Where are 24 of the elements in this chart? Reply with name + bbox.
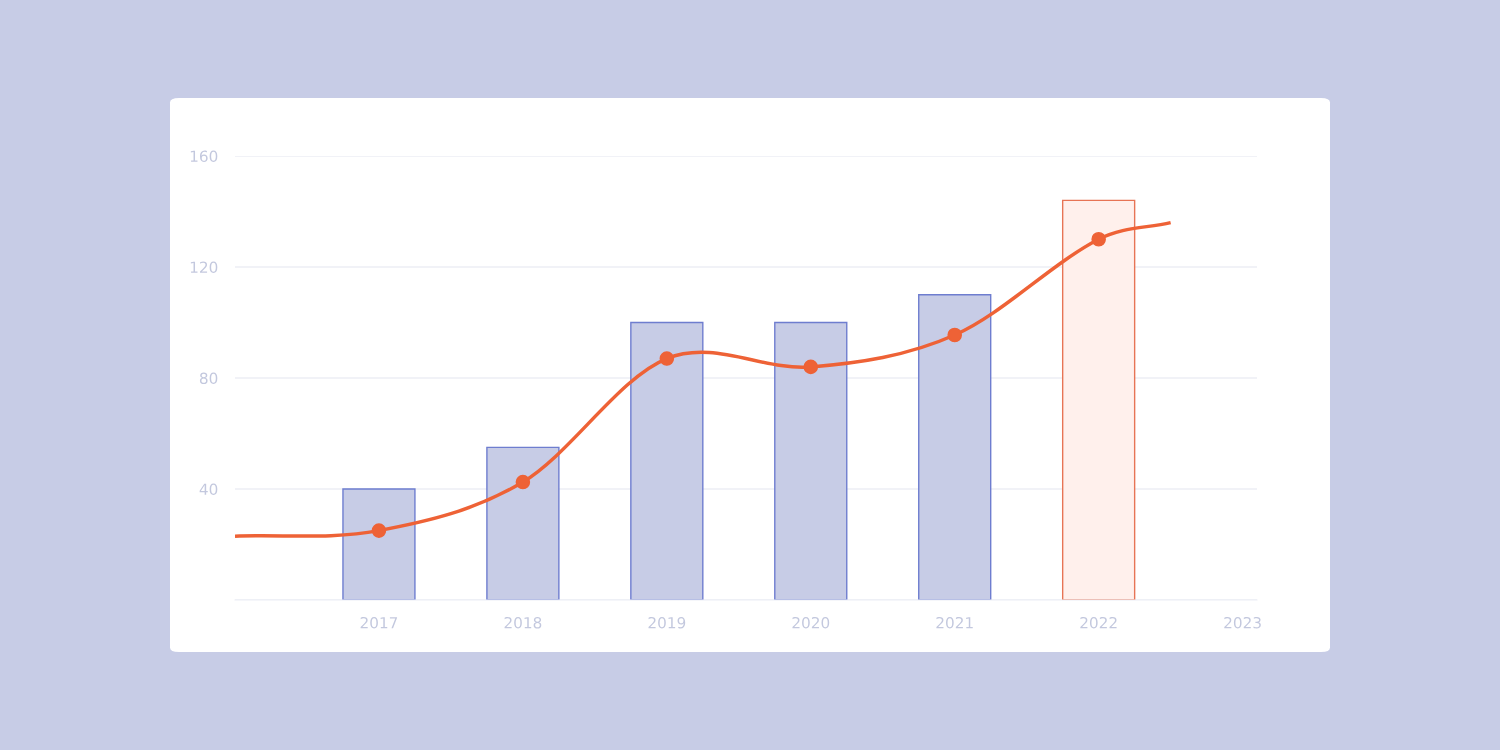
- bar: [918, 294, 992, 600]
- bar: [630, 321, 704, 600]
- bar: [774, 321, 848, 600]
- point: [947, 327, 963, 343]
- bar: [342, 488, 416, 600]
- y-tick-label: 160: [190, 150, 218, 163]
- point: [803, 359, 819, 375]
- x-tick-label: 2020: [792, 616, 830, 629]
- bar: [486, 446, 560, 600]
- line-series: [235, 220, 1173, 538]
- bar: [1061, 199, 1136, 600]
- x-tick-label: 2022: [1080, 616, 1117, 629]
- point: [371, 523, 387, 538]
- x-tick-label: 2021: [936, 616, 973, 629]
- x-tick-label: 2017: [360, 616, 398, 629]
- point: [1091, 231, 1106, 247]
- x-tick-label: 2019: [648, 616, 686, 629]
- point: [515, 474, 531, 490]
- y-tick-label: 80: [199, 372, 218, 385]
- y-tick-label: 120: [190, 261, 218, 274]
- y-tick-label: 40: [199, 483, 218, 496]
- x-tick-label: 2018: [504, 616, 542, 629]
- point: [659, 351, 675, 366]
- x-tick-label: 2023: [1224, 616, 1261, 629]
